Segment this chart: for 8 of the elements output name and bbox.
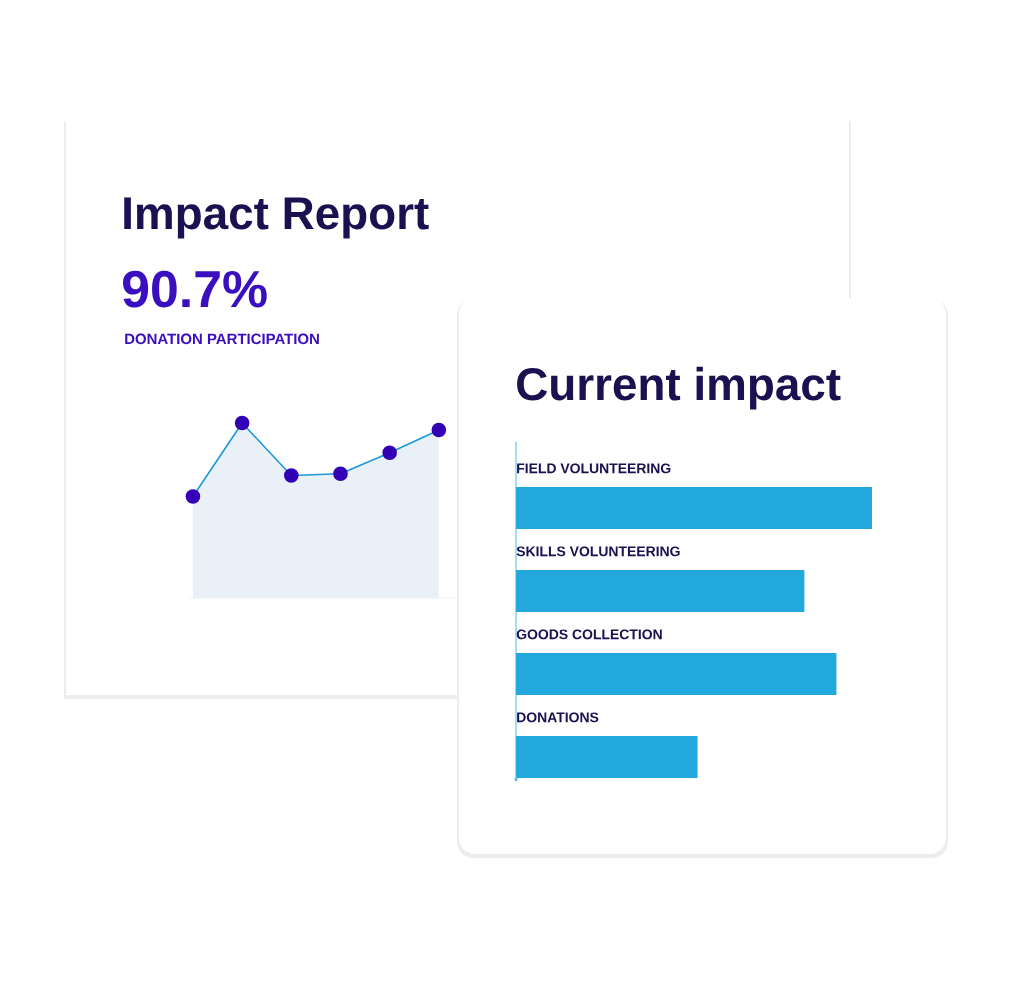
chart-title: Current impact: [517, 366, 841, 410]
chart-title: Impact Report: [124, 197, 429, 239]
y-tick-label: GOODS COLLECTION: [516, 629, 662, 640]
y-tick-label: FIELD VOLUNTEERING: [517, 463, 671, 474]
chart-subtitle: 90.7%: [123, 270, 267, 308]
y-tick-label: DONATIONS: [517, 712, 599, 723]
text: DONATION PARTICIPATION: [125, 333, 319, 345]
y-tick-label: SKILLS VOLUNTEERING: [516, 546, 680, 557]
